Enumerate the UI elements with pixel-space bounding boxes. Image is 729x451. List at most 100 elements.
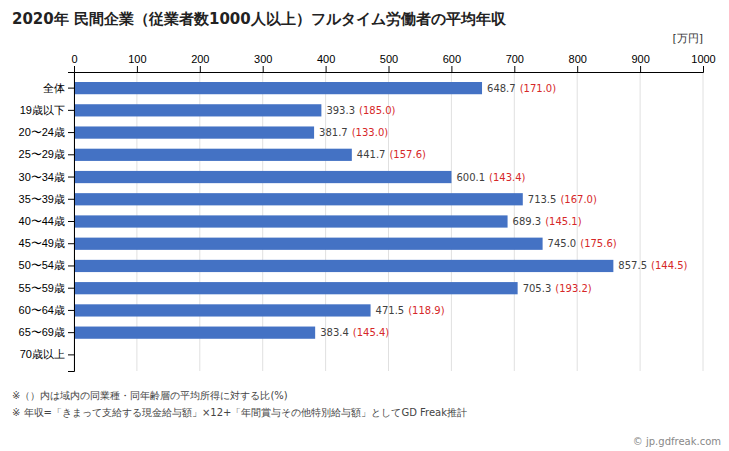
note: ※ 年収=「きまって支給する現金給与額」×12+「年間賞与その他特別給与額」とし… (12, 407, 467, 418)
x-tick-label: 700 (506, 53, 524, 65)
x-tick-label: 600 (443, 53, 461, 65)
y-tick: 35〜39歳 (19, 193, 74, 205)
x-tick-label: 100 (128, 53, 146, 65)
y-tick: 70歳以上 (20, 348, 74, 360)
x-tick: 1000 (691, 53, 715, 72)
bar (74, 193, 523, 205)
x-tick-label: 900 (631, 53, 649, 65)
x-tick-mark (389, 66, 390, 72)
bar (74, 282, 518, 294)
value-label: 689.3 (513, 216, 542, 227)
data-label: 471.5(118.9) (376, 305, 445, 316)
value-label: 857.5 (618, 260, 647, 271)
x-tick-mark (137, 66, 138, 72)
x-tick-label: 400 (317, 53, 335, 65)
y-tick: 60〜64歳 (19, 304, 74, 316)
y-tick-mark (68, 88, 74, 89)
bar (74, 171, 451, 183)
value-label: 705.3 (523, 283, 552, 294)
y-tick-label: 30〜34歳 (19, 171, 65, 183)
value-label: 381.7 (319, 127, 348, 138)
x-tick: 0 (71, 53, 77, 72)
ratio-label: (185.0) (359, 105, 396, 116)
x-tick-mark (640, 66, 641, 72)
bar (74, 215, 508, 227)
y-tick: 55〜59歳 (19, 282, 74, 294)
plot: 0 100 200 300 400 500 600 700 800 900 1000 全体 19歳以下 2… (19, 53, 716, 372)
x-tick-label: 300 (254, 53, 272, 65)
y-tick-mark (68, 221, 74, 222)
data-label: 648.7 (171.0) (487, 83, 556, 94)
x-tick: 900 (631, 53, 649, 72)
data-label: 441.7(157.6) (357, 149, 426, 160)
ratio-label: (133.0) (352, 127, 389, 138)
bar (74, 327, 315, 339)
y-tick-label: 全体 (43, 82, 65, 94)
x-tick-mark (263, 66, 264, 72)
value-label: 745.0 (548, 238, 577, 249)
x-tick-mark (326, 66, 327, 72)
y-tick-mark (68, 199, 74, 200)
x-tick-mark (703, 66, 704, 72)
grid-line (640, 72, 641, 371)
y-tick-mark (68, 132, 74, 133)
y-tick: 65〜69歳 (19, 326, 74, 338)
y-axis-line (68, 73, 75, 372)
y-tick-label: 70歳以上 (20, 348, 65, 360)
bar (74, 104, 321, 116)
ratio-label: (144.5) (651, 260, 688, 271)
ratio-label: (171.0) (520, 83, 557, 94)
x-tick: 400 (317, 53, 335, 72)
y-tick-mark (68, 110, 74, 111)
value-label: 713.5 (528, 194, 557, 205)
value-label: 600.1 (456, 172, 485, 183)
y-tick: 19歳以下 (20, 104, 74, 116)
y-tick: 20〜24歳 (19, 126, 74, 138)
value-label: 441.7 (357, 149, 386, 160)
y-tick-label: 60〜64歳 (19, 304, 65, 316)
x-tick: 800 (569, 53, 587, 72)
y-tick-label: 20〜24歳 (19, 126, 65, 138)
title: 2020年 民間企業（従業者数1000人以上）フルタイム労働者の平均年収 (12, 10, 507, 28)
ratio-label: (157.6) (389, 149, 426, 160)
data-label: 745.0(175.6) (548, 238, 617, 249)
y-tick-mark (68, 332, 74, 333)
y-tick-mark (68, 265, 74, 266)
bar (74, 126, 314, 138)
grid (74, 72, 703, 371)
y-tick-label: 40〜44歳 (19, 215, 65, 227)
bar (74, 304, 371, 316)
ratio-label: (145.1) (545, 216, 582, 227)
bar (74, 238, 543, 250)
bar (74, 82, 482, 94)
value-label: 393.3 (326, 105, 355, 116)
y-tick: 45〜49歳 (19, 237, 74, 249)
x-tick: 200 (191, 53, 209, 72)
y-tick: 40〜44歳 (19, 215, 74, 227)
ratio-label: (118.9) (408, 305, 445, 316)
y-tick: 全体 (43, 82, 74, 94)
x-tick-label: 0 (71, 53, 77, 65)
y-tick-label: 50〜54歳 (19, 259, 65, 271)
bar (74, 149, 352, 161)
data-label: 857.5 (144.5) (618, 260, 687, 271)
y-tick-mark (68, 154, 74, 155)
ratio-label: (175.6) (580, 238, 617, 249)
value-label: 471.5 (376, 305, 405, 316)
x-tick-mark (451, 66, 452, 72)
y-tick: 30〜34歳 (19, 171, 74, 183)
data-label: 381.7 (133.0) (319, 127, 388, 138)
x-tick-label: 200 (191, 53, 209, 65)
notes: ※（）内は域内の同業種・同年齢層の平均所得に対する比(%)※ 年収=「きまって支… (12, 390, 467, 418)
data-label: 383.4(145.4) (320, 327, 389, 338)
y-tick: 25〜29歳 (19, 148, 74, 160)
x-axis-line (75, 66, 704, 73)
x-tick-label: 1000 (691, 53, 715, 65)
bars (74, 82, 613, 339)
x-axis: 0 100 200 300 400 500 600 700 800 900 1000 (71, 53, 715, 73)
value-label: 648.7 (487, 83, 516, 94)
chart: 2020年 民間企業（従業者数1000人以上）フルタイム労働者の平均年収 0 100… (0, 0, 729, 451)
x-tick-label: 500 (380, 53, 398, 65)
ratio-label: (143.4) (489, 172, 526, 183)
data-label: 713.5(167.0) (528, 194, 597, 205)
